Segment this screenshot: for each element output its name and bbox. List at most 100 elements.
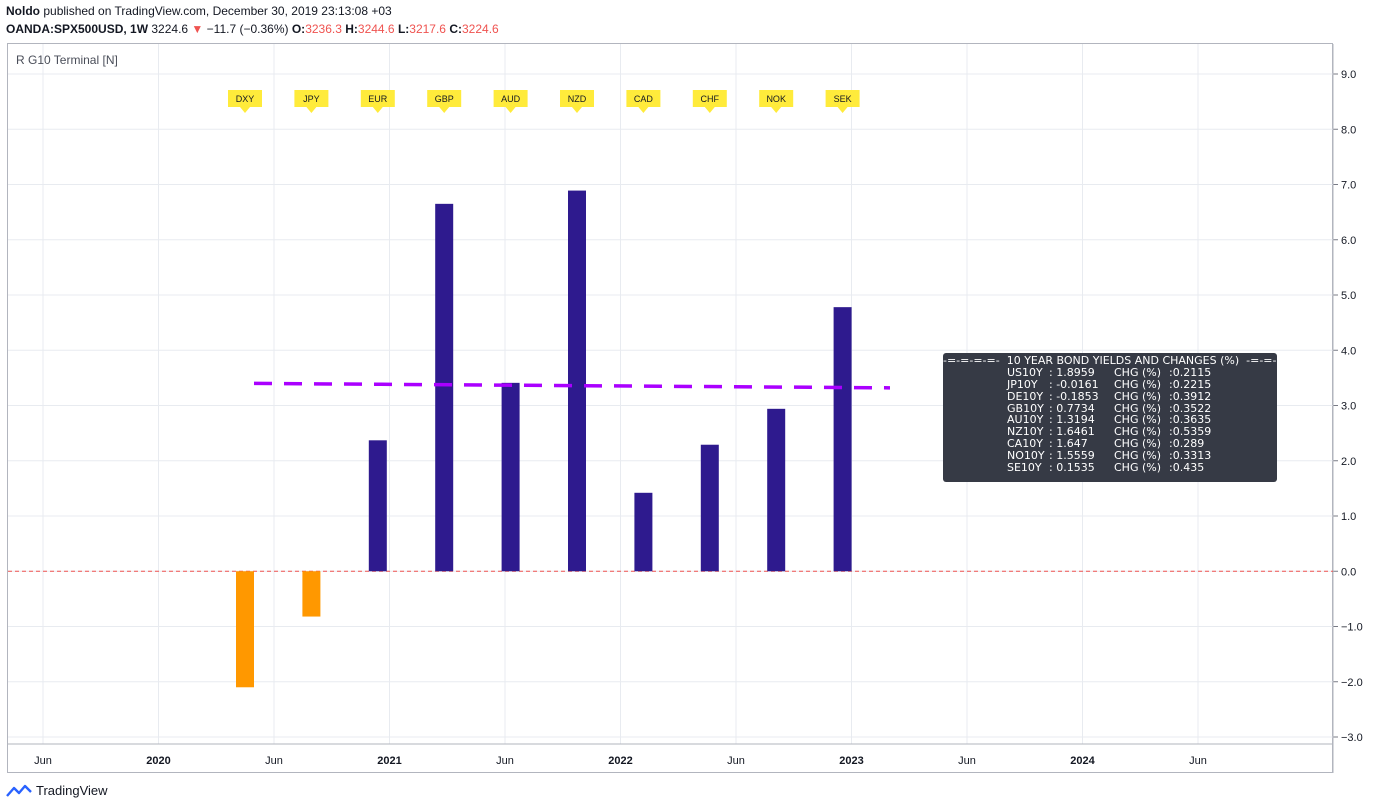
bond-name: GB10Y bbox=[1007, 401, 1044, 415]
currency-label: GBP bbox=[435, 94, 454, 104]
bond-yield-row: NO10Y: 1.5559 CHG (%):0.3313 bbox=[943, 450, 1277, 462]
bar[interactable] bbox=[236, 571, 254, 688]
bar[interactable] bbox=[833, 307, 852, 572]
symbol-legend: OANDA:SPX500USD, 1W 3224.6 ▼ −11.7 (−0.3… bbox=[6, 22, 499, 36]
currency-label-flag bbox=[692, 90, 727, 113]
open-label: O: bbox=[291, 22, 306, 36]
bond-yield: : 0.7734 bbox=[1049, 401, 1095, 415]
y-tick-label: 1.0 bbox=[1341, 511, 1356, 523]
x-tick-label: Jun bbox=[496, 755, 514, 767]
x-tick-label: 2023 bbox=[839, 755, 863, 767]
tradingview-brand-text: TradingView bbox=[36, 783, 108, 798]
high-label: H: bbox=[345, 22, 358, 36]
close-value: 3224.6 bbox=[462, 22, 499, 36]
publish-info: Noldo published on TradingView.com, Dece… bbox=[6, 4, 392, 18]
y-tick-label: 2.0 bbox=[1341, 456, 1356, 468]
bond-yield: : 0.1535 bbox=[1049, 461, 1095, 475]
change-arrow-icon: ▼ bbox=[191, 22, 204, 36]
x-tick-label: Jun bbox=[958, 755, 976, 767]
tradingview-logo-icon bbox=[6, 784, 32, 797]
y-tick-label: 4.0 bbox=[1341, 345, 1356, 357]
bar[interactable] bbox=[501, 382, 520, 572]
y-tick-label: 9.0 bbox=[1341, 69, 1356, 81]
y-tick-label: 7.0 bbox=[1341, 180, 1356, 192]
bond-change: :0.435 bbox=[1169, 461, 1205, 475]
indicator-title[interactable]: R G10 Terminal [N] bbox=[16, 53, 118, 67]
price-change: −11.7 (−0.36%) bbox=[206, 22, 289, 36]
bond-change: :0.3522 bbox=[1169, 401, 1212, 415]
bond-name: SE10Y bbox=[1007, 461, 1042, 475]
bar[interactable] bbox=[700, 444, 719, 572]
bar[interactable] bbox=[435, 203, 454, 572]
bond-yield-row: SE10Y : 0.1535 CHG (%) :0.435 bbox=[943, 462, 1277, 474]
currency-label-flag bbox=[759, 90, 794, 113]
low-value: 3217.6 bbox=[409, 22, 446, 36]
chg-label: CHG (%) bbox=[1114, 437, 1162, 451]
high-value: 3244.6 bbox=[357, 22, 395, 36]
bond-name: CA10Y bbox=[1007, 437, 1043, 451]
x-tick-label: 2021 bbox=[377, 755, 401, 767]
currency-label-flag bbox=[626, 90, 661, 113]
chg-label: CHG (%) bbox=[1114, 425, 1162, 439]
currency-label-flag bbox=[228, 90, 262, 113]
currency-label-flag bbox=[560, 90, 594, 113]
bond-change: :0.3313 bbox=[1169, 449, 1212, 463]
bar[interactable] bbox=[568, 190, 586, 572]
currency-label: JPY bbox=[303, 94, 320, 104]
bar[interactable] bbox=[302, 571, 321, 617]
x-tick-label: 2024 bbox=[1070, 755, 1095, 767]
y-tick-label: 5.0 bbox=[1341, 290, 1356, 302]
currency-label: EUR bbox=[368, 94, 388, 104]
open-value: 3236.3 bbox=[305, 22, 342, 36]
author-name[interactable]: Noldo bbox=[6, 4, 40, 18]
low-label: L: bbox=[397, 22, 410, 36]
currency-label: DXY bbox=[236, 94, 255, 104]
bond-yield: : -0.0161 bbox=[1049, 377, 1099, 391]
chg-label: CHG (%) bbox=[1114, 365, 1162, 379]
chg-label: CHG (%) bbox=[1114, 461, 1162, 475]
bond-yield-row: NZ10Y: 1.6461 CHG (%):0.5359 bbox=[943, 426, 1277, 438]
x-tick-label: Jun bbox=[265, 755, 283, 767]
y-tick-label: 8.0 bbox=[1341, 124, 1356, 136]
bond-yields-title: -=-=-=-=- 10 YEAR BOND YIELDS AND CHANGE… bbox=[943, 354, 1303, 367]
currency-label-flag bbox=[825, 90, 860, 113]
currency-label: AUD bbox=[501, 94, 521, 104]
close-label: C: bbox=[449, 22, 462, 36]
currency-label: SEK bbox=[834, 94, 852, 104]
bond-change: :0.289 bbox=[1169, 437, 1205, 451]
currency-label-flag bbox=[294, 90, 329, 113]
bond-name: AU10Y bbox=[1007, 413, 1044, 427]
currency-label: NZD bbox=[568, 94, 587, 104]
bar[interactable] bbox=[767, 408, 786, 572]
publish-date: published on TradingView.com, December 3… bbox=[43, 4, 392, 18]
bond-change: :0.5359 bbox=[1169, 425, 1212, 439]
symbol-name[interactable]: OANDA:SPX500USD, 1W bbox=[6, 22, 149, 36]
y-tick-label: 0.0 bbox=[1341, 566, 1356, 578]
y-tick-label: 6.0 bbox=[1341, 235, 1356, 247]
bond-yield-row: GB10Y : 0.7734 CHG (%) :0.3522 bbox=[943, 401, 1277, 415]
y-tick-label: 3.0 bbox=[1341, 401, 1356, 413]
currency-label-flag bbox=[493, 90, 528, 113]
bond-yield: : 1.6461 bbox=[1049, 425, 1095, 439]
average-line bbox=[253, 381, 891, 390]
y-tick-label: −1.0 bbox=[1341, 622, 1363, 634]
bar[interactable] bbox=[634, 492, 653, 572]
bond-change: :0.3912 bbox=[1169, 389, 1212, 403]
bar[interactable] bbox=[368, 440, 387, 572]
bond-name: NO10Y bbox=[1007, 449, 1045, 463]
bond-yield-row: DE10Y: -0.1853 CHG (%):0.3912 bbox=[943, 389, 1277, 403]
currency-label: NOK bbox=[766, 94, 786, 104]
bond-yield-row: US10Y: 1.8959 CHG (%):0.2115 bbox=[943, 367, 1277, 379]
chg-label: CHG (%) bbox=[1114, 377, 1162, 391]
x-tick-label: 2020 bbox=[146, 755, 170, 767]
bond-yield-row: JP10Y: -0.0161 CHG (%):0.2215 bbox=[943, 377, 1277, 391]
chg-label: CHG (%) bbox=[1114, 413, 1162, 427]
chg-label: CHG (%) bbox=[1114, 401, 1162, 415]
last-price: 3224.6 bbox=[151, 22, 189, 36]
bond-name: DE10Y bbox=[1007, 389, 1044, 403]
bond-name: US10Y bbox=[1007, 365, 1043, 379]
tradingview-logo[interactable]: TradingView bbox=[6, 783, 108, 798]
bond-yield: : 1.3194 bbox=[1049, 413, 1095, 427]
x-tick-label: Jun bbox=[34, 755, 52, 767]
